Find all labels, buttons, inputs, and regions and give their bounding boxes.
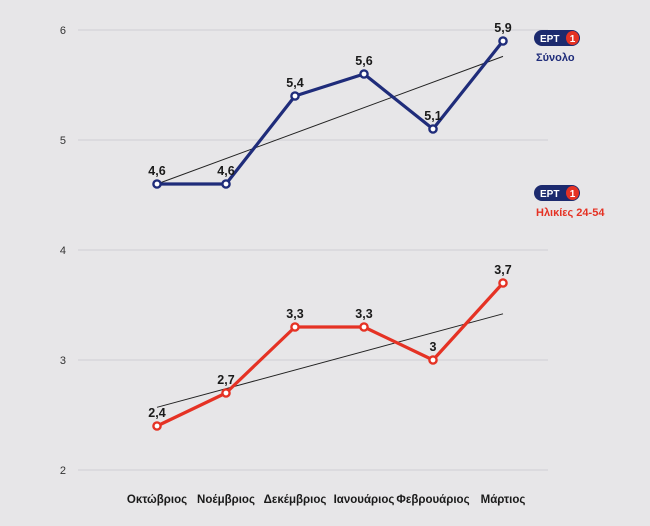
- data-point: [290, 322, 300, 332]
- series-group: 4,6 4,6 5,4 5,6 5,1 5,9 2,4 2,7 3,3 3,3 3 3,7: [148, 21, 512, 431]
- y-axis-ticks: 2 3 4 5 6: [60, 25, 66, 477]
- legend-item: ΕΡΤ 1 Ηλικίες 24-54: [534, 185, 605, 219]
- trendline: [156, 55, 504, 185]
- series-total: 4,6 4,6 5,4 5,6 5,1 5,9: [148, 21, 512, 189]
- x-tick-label: Νοέμβριος: [197, 494, 255, 506]
- y-tick-label: 2: [60, 465, 66, 477]
- gridlines: [78, 29, 548, 471]
- data-label: 4,6: [217, 164, 234, 178]
- ert-badge-accent: [566, 31, 579, 45]
- x-tick-label: Μάρτιος: [481, 494, 526, 506]
- series-ages-24-54: 2,4 2,7 3,3 3,3 3 3,7: [148, 263, 512, 431]
- x-axis-ticks: Οκτώβριος Νοέμβριος Δεκέμβριος Ιανουάριος Φε…: [127, 494, 526, 506]
- data-label: 2,7: [217, 373, 234, 387]
- data-label: 3,3: [355, 307, 372, 321]
- x-tick-label: Ιανουάριος: [334, 494, 395, 506]
- data-label: 2,4: [148, 406, 165, 420]
- trendline: [156, 313, 504, 408]
- data-label: 5,4: [286, 76, 303, 90]
- y-tick-label: 6: [60, 25, 66, 37]
- ert-badge-text: ΕΡΤ: [540, 189, 559, 200]
- legend-label: Σύνολο: [536, 52, 575, 64]
- y-tick-label: 4: [60, 245, 66, 257]
- data-point: [428, 124, 438, 134]
- data-point: [152, 179, 162, 189]
- ert-badge-text: ΕΡΤ: [540, 34, 559, 45]
- ert-badge-number: 1: [570, 189, 576, 200]
- data-label: 3,7: [494, 263, 511, 277]
- data-point: [221, 179, 231, 189]
- data-point: [498, 278, 508, 288]
- data-label: 3,3: [286, 307, 303, 321]
- y-tick-label: 5: [60, 135, 66, 147]
- data-point: [152, 421, 162, 431]
- data-label: 4,6: [148, 164, 165, 178]
- legend: ΕΡΤ 1 Σύνολο ΕΡΤ 1 Ηλικίες 24-54: [534, 30, 605, 219]
- trendlines: [156, 55, 504, 408]
- x-tick-label: Δεκέμβριος: [264, 494, 327, 506]
- ert-badge-accent: [566, 186, 579, 200]
- data-point: [290, 91, 300, 101]
- series-line: [156, 281, 505, 428]
- series-line: [157, 40, 505, 186]
- y-tick-label: 3: [60, 355, 66, 367]
- data-point: [359, 322, 369, 332]
- ert-badge-number: 1: [570, 34, 576, 45]
- x-tick-label: Οκτώβριος: [127, 494, 187, 506]
- legend-label: Ηλικίες 24-54: [536, 207, 605, 219]
- data-point: [498, 36, 508, 46]
- data-label: 3: [430, 340, 437, 354]
- data-label: 5,6: [355, 54, 372, 68]
- data-label: 5,9: [494, 21, 511, 35]
- data-point: [359, 69, 369, 79]
- x-tick-label: Φεβρουάριος: [396, 494, 469, 506]
- data-label: 5,1: [424, 109, 441, 123]
- data-point: [221, 388, 231, 398]
- data-point: [428, 355, 438, 365]
- legend-item: ΕΡΤ 1 Σύνολο: [534, 30, 580, 64]
